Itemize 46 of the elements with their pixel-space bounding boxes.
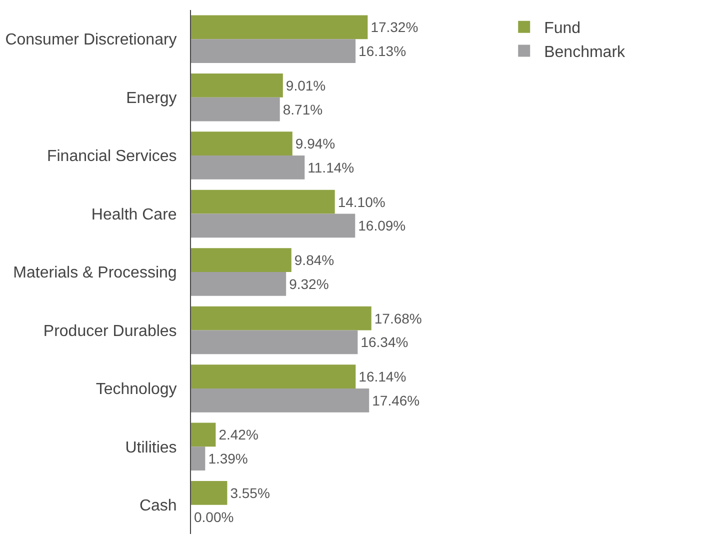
data-label: 17.68%: [374, 310, 422, 326]
bar: [191, 156, 305, 180]
data-label: 16.13%: [358, 43, 406, 60]
y-tick-label: Cash: [139, 497, 177, 514]
bar: [191, 248, 292, 272]
bar: [191, 132, 292, 156]
legend-label: Benchmark: [544, 44, 626, 61]
data-label: 3.55%: [230, 484, 270, 501]
bar: [191, 214, 356, 238]
bar: [191, 481, 228, 505]
data-label: 2.42%: [218, 426, 258, 443]
y-tick-label: Materials & Processing: [13, 264, 177, 282]
y-tick-label: Consumer Discretionary: [5, 32, 177, 49]
data-label: 11.14%: [308, 159, 354, 176]
data-label: 17.32%: [370, 19, 418, 36]
data-label: 9.32%: [289, 276, 329, 292]
data-label: 1.39%: [208, 450, 248, 467]
data-label: 16.34%: [360, 334, 408, 350]
data-label: 9.94%: [295, 136, 336, 152]
bar: [191, 15, 368, 40]
bar: [191, 190, 335, 214]
y-tick-label: Financial Services: [46, 148, 177, 166]
data-label: 9.84%: [294, 252, 334, 268]
bar: [191, 330, 358, 354]
data-label: 8.71%: [282, 101, 323, 118]
y-tick-label: Technology: [96, 381, 177, 398]
bar: [191, 97, 280, 122]
data-label: 0.00%: [194, 508, 234, 525]
y-tick-label: Health Care: [91, 206, 177, 224]
data-label: 14.10%: [338, 194, 386, 210]
legend-label: Fund: [544, 20, 581, 38]
y-tick-label: Utilities: [125, 439, 177, 456]
data-label: 17.46%: [372, 392, 420, 408]
bar: [191, 39, 356, 63]
data-label: 16.14%: [358, 368, 406, 385]
bar: [191, 306, 372, 330]
bar: [191, 388, 370, 412]
bar: [191, 364, 356, 388]
bar: [191, 272, 286, 296]
y-tick-label: Producer Durables: [43, 322, 177, 340]
bar: [191, 73, 283, 98]
y-tick-label: Energy: [126, 90, 177, 107]
bar: [191, 422, 216, 447]
data-label: 16.09%: [358, 218, 406, 234]
bar: [191, 446, 206, 471]
data-label: 9.01%: [286, 77, 326, 94]
